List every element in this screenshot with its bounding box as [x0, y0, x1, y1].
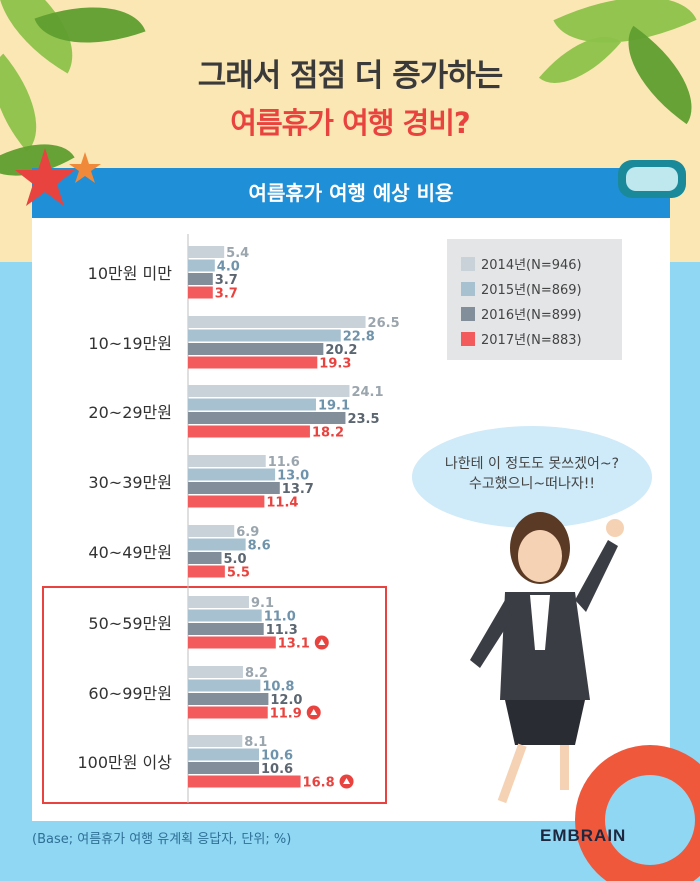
- bar: [188, 316, 366, 328]
- legend-label: 2016년(N=899): [481, 308, 582, 323]
- data-label: 22.8: [343, 330, 375, 345]
- data-label: 11.3: [266, 623, 298, 638]
- bar: [188, 343, 324, 355]
- data-label: 13.7: [282, 482, 314, 497]
- category-label: 60~99만원: [88, 684, 172, 703]
- data-label: 11.6: [268, 455, 300, 470]
- data-label: 3.7: [215, 287, 238, 302]
- bar: [188, 735, 243, 747]
- data-label: 18.2: [312, 426, 344, 441]
- data-label: 26.5: [368, 316, 400, 331]
- legend-item-2014: 2014년(N=946): [461, 256, 582, 276]
- bar: [188, 706, 268, 719]
- category-label: 40~49만원: [88, 543, 172, 562]
- up-triangle-icon: [318, 639, 326, 645]
- data-label: 5.4: [226, 246, 249, 261]
- legend-item-2017: 2017년(N=883): [461, 331, 582, 351]
- data-label: 5.0: [224, 552, 247, 567]
- bar: [188, 538, 246, 551]
- bar: [188, 286, 213, 299]
- bar: [188, 623, 264, 635]
- data-label: 3.7: [215, 273, 238, 288]
- bar: [188, 273, 213, 285]
- data-label: 11.4: [266, 496, 298, 511]
- bar: [188, 609, 262, 622]
- bar: [188, 525, 235, 537]
- up-triangle-icon: [310, 709, 318, 715]
- legend-label: 2014년(N=946): [481, 258, 582, 273]
- bar: [188, 552, 222, 564]
- bar: [188, 259, 215, 272]
- bar: [188, 412, 346, 424]
- data-label: 20.2: [325, 343, 357, 358]
- highlight-box: [42, 586, 387, 804]
- bar: [188, 495, 265, 508]
- chart-title: 여름휴가 여행 예상 비용: [32, 168, 670, 218]
- bar: [188, 565, 225, 578]
- legend-swatch: [461, 282, 475, 296]
- data-label: 8.1: [244, 735, 267, 750]
- category-label: 10~19만원: [88, 334, 172, 353]
- data-label: 5.5: [227, 566, 250, 581]
- legend-label: 2017년(N=883): [481, 333, 582, 348]
- category-label: 10만원 미만: [88, 264, 173, 283]
- category-label: 30~39만원: [88, 473, 172, 492]
- category-label: 50~59만원: [88, 614, 172, 633]
- bar: [188, 762, 260, 774]
- bar: [188, 329, 341, 342]
- data-label: 8.2: [245, 666, 268, 681]
- legend-swatch: [461, 257, 475, 271]
- category-label: 20~29만원: [88, 403, 172, 422]
- bar: [188, 425, 310, 438]
- bar: [188, 693, 269, 705]
- data-label: 19.1: [318, 399, 350, 414]
- bar: [188, 775, 301, 788]
- data-label: 11.9: [270, 707, 302, 722]
- legend-swatch: [461, 332, 475, 346]
- brand-logo: EMBRAIN: [540, 826, 627, 845]
- data-label: 19.3: [319, 357, 351, 372]
- legend-label: 2015년(N=869): [481, 283, 582, 298]
- legend-swatch: [461, 307, 475, 321]
- up-triangle-icon: [343, 778, 351, 784]
- headline-line2: 여름휴가 여행 경비?: [230, 106, 470, 140]
- legend-item-2015: 2015년(N=869): [461, 281, 582, 301]
- data-label: 4.0: [217, 260, 240, 275]
- data-label: 10.6: [261, 762, 293, 777]
- speech-line1: 나한테 이 정도도 못쓰겠어~?: [444, 456, 620, 472]
- bar: [188, 455, 266, 467]
- bar: [188, 666, 243, 678]
- data-label: 13.1: [278, 637, 310, 652]
- bar: [188, 596, 249, 608]
- speech-bubble: 나한테 이 정도도 못쓰겠어~? 수고했으니~떠나자!!: [412, 426, 652, 528]
- bar: [188, 385, 350, 397]
- data-label: 10.8: [262, 680, 294, 695]
- bar: [188, 482, 280, 494]
- speech-line2: 수고했으니~떠나자!!: [469, 476, 595, 492]
- bar: [188, 748, 260, 761]
- data-label: 8.6: [248, 539, 271, 554]
- data-label: 24.1: [351, 385, 383, 400]
- data-label: 11.0: [264, 610, 296, 625]
- bar: [188, 636, 276, 649]
- data-label: 23.5: [347, 412, 379, 427]
- chart-legend: 2014년(N=946) 2015년(N=869) 2016년(N=899) 2…: [447, 239, 622, 360]
- data-label: 10.6: [261, 749, 293, 764]
- category-label: 100만원 이상: [77, 753, 172, 772]
- data-label: 12.0: [270, 693, 302, 708]
- data-label: 16.8: [303, 776, 335, 791]
- data-label: 13.0: [277, 469, 309, 484]
- data-label: 9.1: [251, 596, 274, 611]
- bar: [188, 398, 316, 411]
- bar: [188, 468, 276, 481]
- footnote: (Base; 여름휴가 여행 유계획 응답자, 단위; %): [32, 832, 292, 847]
- bar: [188, 679, 261, 692]
- bar: [188, 246, 225, 258]
- legend-item-2016: 2016년(N=899): [461, 306, 582, 326]
- headline-line1: 그래서 점점 더 증가하는: [197, 58, 504, 94]
- data-label: 6.9: [236, 525, 259, 540]
- bar: [188, 356, 318, 369]
